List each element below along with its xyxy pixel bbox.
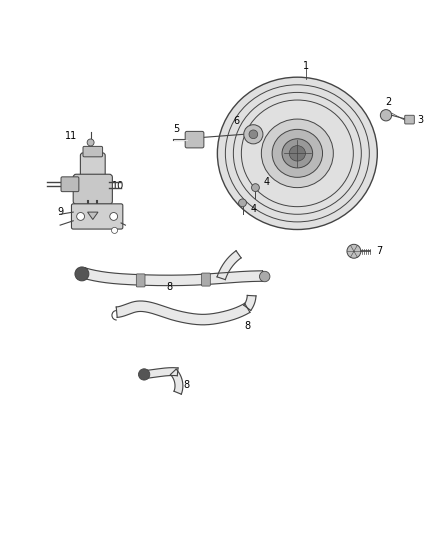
Ellipse shape (282, 139, 313, 168)
FancyBboxPatch shape (201, 273, 210, 286)
Circle shape (249, 130, 258, 139)
FancyBboxPatch shape (81, 153, 105, 182)
Circle shape (380, 110, 392, 121)
Text: 6: 6 (233, 116, 239, 126)
Text: 4: 4 (264, 177, 270, 187)
FancyBboxPatch shape (73, 174, 113, 204)
Text: 3: 3 (418, 115, 424, 125)
Circle shape (259, 271, 270, 282)
Text: 1: 1 (303, 61, 309, 71)
Text: 5: 5 (173, 124, 179, 134)
Polygon shape (116, 301, 250, 325)
Ellipse shape (272, 130, 322, 177)
FancyBboxPatch shape (83, 147, 102, 157)
FancyBboxPatch shape (71, 204, 123, 229)
Ellipse shape (261, 119, 333, 188)
Polygon shape (170, 369, 183, 394)
Text: 11: 11 (65, 131, 77, 141)
Circle shape (75, 267, 89, 281)
Polygon shape (244, 295, 256, 310)
Text: 9: 9 (57, 207, 63, 217)
Text: 2: 2 (385, 97, 391, 107)
Polygon shape (83, 268, 262, 286)
Polygon shape (217, 251, 241, 280)
Text: 8: 8 (166, 282, 172, 293)
Circle shape (138, 369, 150, 380)
Polygon shape (145, 368, 178, 378)
Circle shape (87, 139, 94, 146)
Text: 8: 8 (183, 380, 189, 390)
Circle shape (244, 125, 263, 144)
Text: 8: 8 (244, 321, 251, 331)
Polygon shape (88, 212, 98, 220)
Circle shape (251, 184, 259, 191)
Circle shape (77, 213, 85, 220)
FancyBboxPatch shape (136, 274, 145, 287)
Ellipse shape (289, 146, 305, 161)
Circle shape (110, 213, 117, 220)
Text: 10: 10 (112, 181, 124, 191)
Ellipse shape (217, 77, 377, 230)
Text: 4: 4 (251, 204, 257, 214)
FancyBboxPatch shape (185, 131, 204, 148)
Text: 7: 7 (376, 246, 382, 256)
Circle shape (347, 244, 361, 258)
Circle shape (112, 228, 117, 233)
FancyBboxPatch shape (405, 115, 414, 124)
FancyBboxPatch shape (61, 177, 79, 192)
Circle shape (239, 199, 247, 207)
